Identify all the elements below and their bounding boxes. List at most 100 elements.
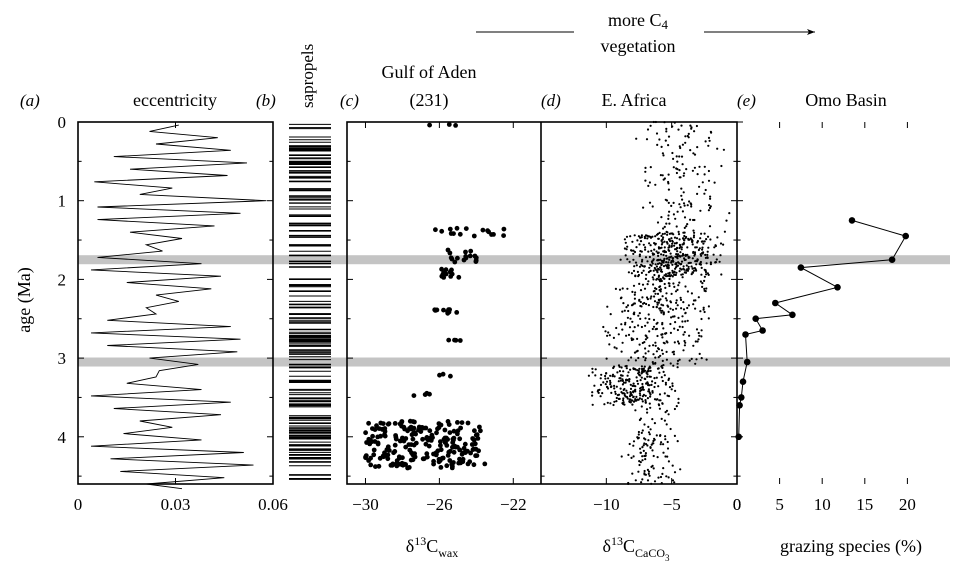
africa-point bbox=[632, 252, 635, 255]
africa-point bbox=[644, 454, 647, 458]
africa-point bbox=[667, 135, 671, 138]
africa-point bbox=[655, 250, 658, 253]
africa-point bbox=[640, 260, 644, 263]
africa-point bbox=[646, 260, 649, 263]
africa-point bbox=[608, 379, 612, 382]
africa-point bbox=[641, 478, 644, 481]
africa-point bbox=[679, 296, 682, 299]
africa-point bbox=[697, 296, 700, 299]
gulf-point bbox=[463, 254, 469, 259]
africa-point bbox=[639, 387, 642, 390]
omo-point bbox=[834, 284, 841, 291]
gulf-point bbox=[451, 231, 456, 237]
africa-point bbox=[648, 201, 652, 204]
africa-point bbox=[641, 382, 644, 386]
africa-point bbox=[637, 470, 640, 473]
africa-point bbox=[638, 253, 642, 256]
africa-point bbox=[649, 395, 652, 398]
africa-point bbox=[671, 242, 674, 245]
title-east-africa: E. Africa bbox=[602, 90, 667, 110]
africa-point bbox=[644, 352, 647, 355]
gulf-point bbox=[447, 430, 453, 435]
africa-point bbox=[665, 257, 668, 260]
africa-point bbox=[676, 264, 680, 267]
africa-point bbox=[647, 304, 651, 307]
omo-point bbox=[848, 217, 856, 224]
africa-point bbox=[654, 235, 657, 238]
africa-point bbox=[640, 236, 643, 239]
africa-point bbox=[667, 261, 670, 264]
gulf-point bbox=[399, 419, 405, 424]
africa-point bbox=[700, 335, 703, 338]
africa-point bbox=[670, 316, 673, 319]
africa-point bbox=[653, 273, 656, 277]
africa-point bbox=[683, 231, 686, 234]
africa-point bbox=[671, 464, 674, 467]
africa-point bbox=[629, 398, 632, 401]
omo-point bbox=[738, 394, 745, 401]
panel-d-east-africa bbox=[587, 120, 731, 485]
africa-point bbox=[665, 261, 668, 264]
africa-point bbox=[699, 237, 702, 240]
africa-point bbox=[652, 344, 655, 347]
africa-point bbox=[685, 254, 688, 257]
gulf-point bbox=[364, 440, 369, 445]
africa-point bbox=[613, 400, 616, 403]
africa-point bbox=[632, 367, 635, 370]
africa-point bbox=[654, 328, 657, 331]
gulf-point bbox=[443, 271, 449, 277]
africa-point bbox=[684, 285, 687, 288]
africa-point bbox=[630, 304, 634, 307]
africa-point bbox=[654, 344, 657, 347]
africa-point bbox=[654, 356, 657, 359]
africa-point bbox=[668, 277, 671, 281]
africa-point bbox=[644, 277, 648, 280]
gulf-point bbox=[427, 391, 432, 397]
africa-point bbox=[640, 365, 644, 368]
africa-point bbox=[625, 364, 628, 368]
africa-point bbox=[660, 376, 663, 379]
africa-point bbox=[653, 289, 656, 293]
africa-point bbox=[637, 433, 640, 436]
gulf-point bbox=[456, 460, 462, 466]
africa-point bbox=[674, 217, 677, 220]
africa-point bbox=[705, 287, 708, 290]
africa-point bbox=[675, 271, 678, 274]
africa-point bbox=[672, 166, 675, 169]
africa-point bbox=[704, 188, 707, 192]
africa-point bbox=[696, 340, 699, 343]
africa-point bbox=[696, 258, 699, 261]
africa-point bbox=[681, 325, 684, 329]
africa-point bbox=[708, 139, 711, 142]
africa-point bbox=[624, 381, 627, 384]
africa-point bbox=[712, 253, 715, 256]
africa-point bbox=[617, 397, 620, 400]
africa-point bbox=[694, 268, 697, 271]
gulf-point bbox=[374, 423, 379, 429]
gulf-point bbox=[363, 430, 368, 436]
gulf-point bbox=[397, 455, 402, 461]
africa-point bbox=[606, 386, 609, 389]
africa-point bbox=[636, 349, 639, 352]
africa-point bbox=[704, 140, 707, 143]
gulf-point bbox=[422, 392, 428, 397]
africa-point bbox=[686, 290, 690, 293]
gulf-point bbox=[468, 248, 474, 254]
africa-point bbox=[707, 144, 710, 147]
gulf-point bbox=[377, 455, 383, 461]
africa-point bbox=[640, 325, 644, 329]
africa-point bbox=[604, 383, 607, 386]
africa-point bbox=[656, 271, 659, 274]
africa-point bbox=[659, 307, 662, 310]
africa-point bbox=[657, 274, 661, 277]
africa-point bbox=[656, 303, 659, 306]
shading-band-1 bbox=[78, 357, 950, 367]
africa-point bbox=[625, 248, 628, 251]
panel-label-a: (a) bbox=[20, 91, 40, 110]
africa-point bbox=[640, 234, 644, 237]
africa-point bbox=[673, 434, 677, 437]
africa-point bbox=[633, 326, 636, 329]
africa-point bbox=[672, 353, 676, 356]
africa-point bbox=[634, 388, 637, 391]
